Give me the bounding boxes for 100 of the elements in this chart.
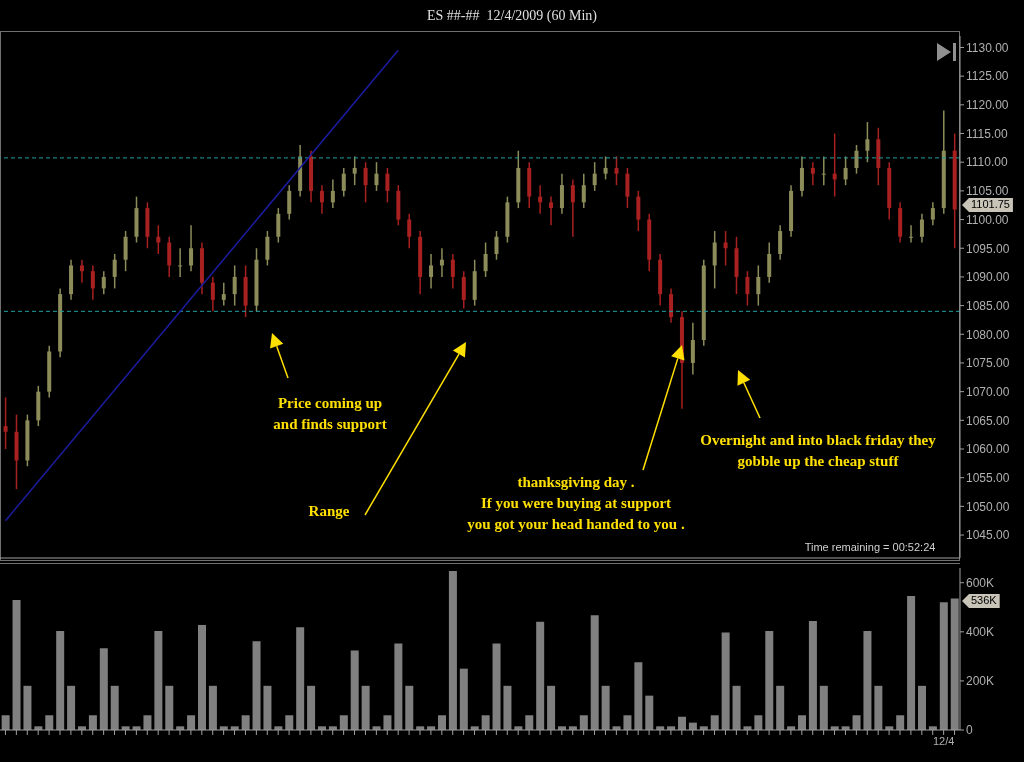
- candlestick: [429, 253, 434, 290]
- bar: [678, 716, 686, 730]
- candlestick: [821, 155, 826, 186]
- candlestick: [581, 172, 586, 209]
- bar: [634, 662, 643, 730]
- candlestick: [712, 230, 717, 290]
- bar: [361, 685, 370, 730]
- bar: [939, 602, 948, 730]
- y-tick-label: 400K: [966, 625, 995, 640]
- candlestick: [341, 167, 346, 198]
- bar: [448, 570, 457, 730]
- bar: [143, 715, 152, 730]
- y-tick-label: 1100.00: [966, 212, 1009, 227]
- candlestick: [799, 155, 804, 198]
- annotation: Time remaining = 00:52:24: [804, 541, 936, 553]
- bar: [88, 715, 97, 730]
- candlestick: [767, 241, 772, 284]
- bar: [863, 631, 872, 730]
- bar: [198, 624, 206, 730]
- y-tick-label: 600K: [966, 575, 995, 590]
- bar: [852, 715, 861, 730]
- candlestick: [756, 264, 761, 307]
- y-tick-label: 1085.00: [966, 298, 1010, 313]
- candlestick: [854, 144, 859, 175]
- bar: [950, 598, 959, 730]
- bar: [208, 685, 217, 730]
- bar: [590, 615, 599, 730]
- bar: [45, 715, 54, 730]
- candlestick: [690, 322, 695, 376]
- candlestick: [810, 161, 815, 186]
- candlestick: [385, 167, 390, 204]
- candlestick: [407, 213, 412, 249]
- bar: [405, 685, 414, 730]
- y-tick-label: 1105.00: [966, 184, 1009, 199]
- candlestick: [79, 258, 84, 284]
- bar: [187, 715, 196, 730]
- y-tick-label: 1070.00: [966, 384, 1010, 399]
- candlestick: [592, 161, 597, 192]
- chart-title: ES ##-## 12/4/2009 (60 Min): [426, 8, 598, 24]
- candlestick: [669, 287, 674, 324]
- candlestick: [156, 224, 161, 255]
- candlestick: [745, 270, 750, 307]
- bar: [710, 715, 719, 730]
- candlestick: [374, 161, 379, 192]
- candlestick: [363, 161, 368, 204]
- bar: [459, 668, 468, 730]
- y-tick-label: 1080.00: [966, 327, 1010, 342]
- bar: [438, 715, 446, 730]
- y-tick-label: 1090.00: [966, 270, 1010, 285]
- candlestick: [919, 213, 924, 244]
- candlestick: [778, 224, 783, 261]
- candlestick: [930, 201, 935, 227]
- bar: [907, 595, 916, 730]
- candlestick: [461, 270, 466, 310]
- candlestick: [276, 207, 281, 244]
- bar: [492, 643, 501, 730]
- candlestick: [319, 184, 324, 215]
- candlestick: [112, 253, 117, 290]
- bar: [732, 685, 741, 730]
- text: 1101.75: [962, 198, 1013, 212]
- candlestick: [909, 224, 914, 244]
- bar: [56, 631, 65, 730]
- y-tick-label: 1055.00: [966, 470, 1010, 485]
- candlestick: [483, 241, 488, 278]
- bar: [67, 685, 76, 730]
- y-tick-label: 1065.00: [966, 413, 1010, 428]
- y-tick-label: 1130.00: [966, 40, 1009, 55]
- annotation: thanksgiving day . If you were buying at support you got your head handed to you .: [466, 473, 686, 534]
- candlestick: [3, 396, 8, 450]
- bar: [601, 685, 610, 730]
- candlestick: [843, 155, 848, 186]
- annotation: Overnight and into black friday they gobble up the cheap stuff: [700, 432, 936, 469]
- bar: [241, 715, 250, 730]
- candlestick: [625, 167, 630, 209]
- candlestick: [189, 224, 194, 272]
- candlestick: [90, 264, 95, 301]
- y-tick-label: 1075.00: [966, 356, 1010, 371]
- y-tick-label: 0: [966, 723, 973, 738]
- bar: [154, 631, 163, 730]
- bar: [579, 715, 588, 730]
- y-tick-label: 1060.00: [966, 442, 1010, 457]
- bar: [383, 715, 392, 730]
- bar: [808, 621, 817, 730]
- candlestick: [865, 121, 870, 163]
- y-tick-label: 1125.00: [966, 69, 1009, 84]
- x-tick-label: 12/4: [932, 734, 955, 747]
- y-tick-label: 1045.00: [966, 528, 1010, 543]
- candlestick: [123, 230, 128, 272]
- bar: [798, 715, 806, 730]
- candlestick: [494, 230, 499, 261]
- bar: [525, 715, 534, 730]
- bar: [110, 685, 119, 730]
- bar: [350, 650, 359, 730]
- bar: [23, 685, 32, 730]
- bar: [623, 715, 632, 730]
- bar: [263, 685, 272, 730]
- bar: [165, 685, 174, 730]
- candlestick: [232, 264, 237, 307]
- y-tick-label: 1095.00: [966, 241, 1010, 256]
- candlestick: [221, 281, 226, 307]
